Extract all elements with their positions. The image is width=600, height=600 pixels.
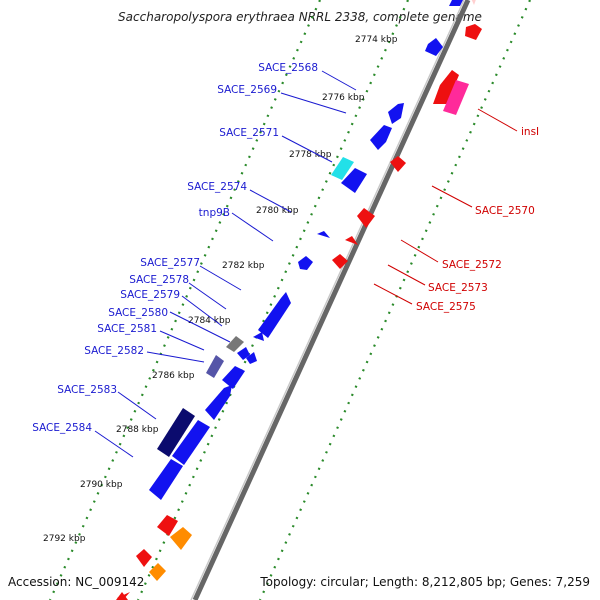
gene-feature[interactable]: [136, 549, 152, 567]
gene-sace-2579[interactable]: [253, 332, 264, 341]
topology-text: Topology: circular; Length: 8,212,805 bp…: [259, 575, 590, 589]
gene-feature[interactable]: [170, 527, 192, 550]
gene-sace-2573[interactable]: [345, 236, 358, 245]
gene-label[interactable]: SACE_2573: [428, 282, 488, 294]
accession-text: Accession: NC_009142: [8, 575, 144, 589]
gene-label[interactable]: SACE_2574: [187, 181, 247, 193]
gene-feature[interactable]: [205, 385, 232, 420]
gene-insi[interactable]: [443, 80, 469, 115]
gene-sace-2577[interactable]: [258, 292, 291, 338]
tick-label: 2780 kbp: [256, 206, 299, 216]
inner-tick-ring-left: [136, 0, 410, 600]
gene-label[interactable]: SACE_2583: [57, 384, 117, 396]
gene-sace-2575[interactable]: [332, 254, 348, 269]
left-gene-labels: SACE_2568 SACE_2569 SACE_2571 SACE_2574 …: [32, 62, 318, 434]
gene-label[interactable]: SACE_2578: [129, 274, 189, 286]
genome-backbone: [192, 0, 471, 600]
gene-sace-2569[interactable]: [370, 125, 392, 150]
inner-tick-ring-right: [258, 0, 532, 600]
gene-label[interactable]: SACE_2579: [120, 289, 180, 301]
forward-strand-genes: [116, 0, 466, 600]
gene-sace-2582[interactable]: [206, 355, 224, 378]
right-label-leaders: [373, 108, 518, 305]
gene-sace-2568[interactable]: [388, 103, 404, 124]
gene-sace-2570[interactable]: [390, 156, 406, 172]
gene-label[interactable]: SACE_2568: [258, 62, 318, 74]
map-title: Saccharopolyspora erythraea NRRL 2338, c…: [118, 10, 482, 24]
left-label-leaders: [94, 70, 357, 458]
gene-feature[interactable]: [157, 515, 178, 536]
tick-label: 2782 kbp: [222, 261, 265, 271]
reverse-strand-genes: [117, 0, 482, 600]
gene-sace-2584[interactable]: [149, 459, 183, 500]
gene-tnp9b[interactable]: [298, 256, 313, 270]
tick-label: 2786 kbp: [152, 371, 195, 381]
gene-feature[interactable]: [172, 420, 210, 465]
gene-label[interactable]: insI: [521, 126, 539, 138]
gene-label[interactable]: SACE_2577: [140, 257, 200, 269]
scale-labels: 2774 kbp 2776 kbp 2778 kbp 2780 kbp 2782…: [43, 35, 398, 544]
gene-label[interactable]: SACE_2584: [32, 422, 92, 434]
gene-label[interactable]: tnp9B: [199, 207, 230, 219]
tick-label: 2776 kbp: [322, 93, 365, 103]
gene-label[interactable]: SACE_2582: [84, 345, 144, 357]
gene-sace-2572[interactable]: [357, 208, 375, 228]
gene-label[interactable]: SACE_2570: [475, 205, 535, 217]
gene-feature[interactable]: [117, 592, 130, 600]
gene-feature[interactable]: [425, 38, 443, 56]
tick-label: 2784 kbp: [188, 316, 231, 326]
gene-label[interactable]: SACE_2581: [97, 323, 157, 335]
gene-feature[interactable]: [149, 563, 166, 581]
gene-label[interactable]: SACE_2580: [108, 307, 168, 319]
gene-sace-2578[interactable]: [226, 336, 244, 352]
outer-tick-ring: [48, 0, 322, 600]
tick-label: 2774 kbp: [355, 35, 398, 45]
tick-label: 2790 kbp: [80, 480, 123, 490]
gene-feature[interactable]: [469, 0, 478, 5]
gene-label[interactable]: SACE_2572: [442, 259, 502, 271]
right-gene-labels: insI SACE_2570 SACE_2572 SACE_2573 SACE_…: [416, 126, 539, 313]
gene-label[interactable]: SACE_2575: [416, 301, 476, 313]
gene-sace-2583[interactable]: [157, 408, 195, 457]
gene-feature[interactable]: [433, 70, 459, 104]
gene-label[interactable]: SACE_2571: [219, 127, 279, 139]
gene-sace-2571[interactable]: [331, 157, 354, 180]
gene-feature[interactable]: [317, 231, 330, 238]
tick-label: 2792 kbp: [43, 534, 86, 544]
gene-sace-2574[interactable]: [341, 168, 367, 193]
gene-feature[interactable]: [465, 24, 482, 40]
tick-label: 2778 kbp: [289, 150, 332, 160]
gene-label[interactable]: SACE_2569: [217, 84, 277, 96]
tick-label: 2788 kbp: [116, 425, 159, 435]
gene-sace-2581[interactable]: [246, 352, 257, 364]
gene-feature[interactable]: [449, 0, 466, 6]
gene-sace-2580[interactable]: [237, 347, 250, 360]
gene-feature[interactable]: [222, 366, 245, 389]
